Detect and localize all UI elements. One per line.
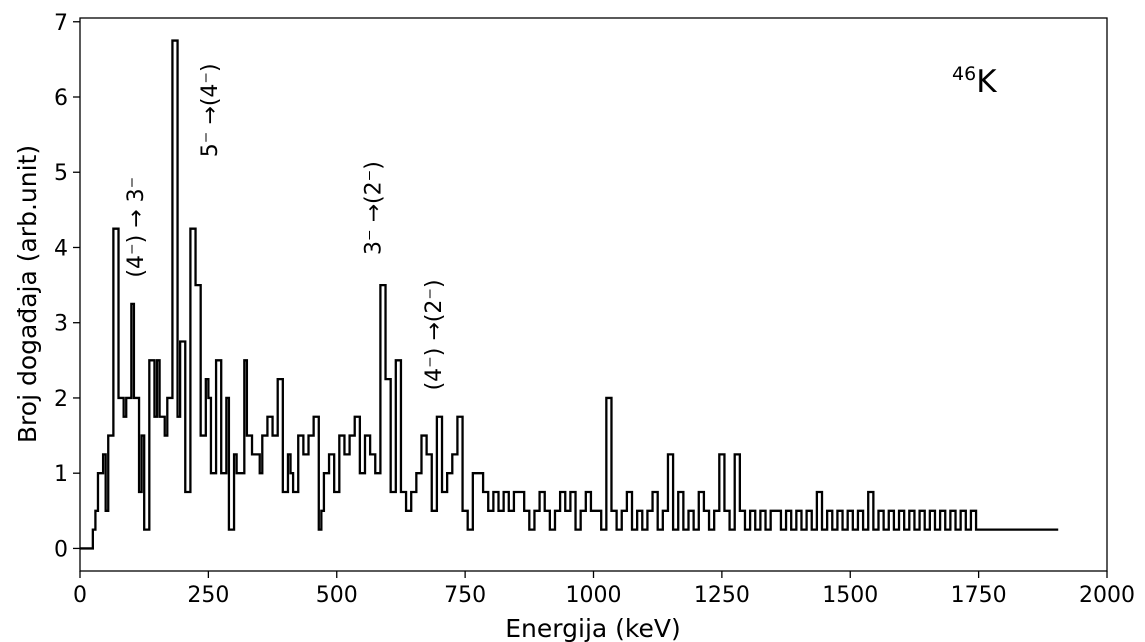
- transition-label: 5⁻ →(4⁻): [198, 63, 223, 157]
- x-tick-label: 1250: [694, 583, 750, 608]
- y-axis-label: Broj događaja (arb.unit): [13, 145, 42, 443]
- x-axis-ticks: 0 250 500 750 1000 1250 1500 1750 2000: [73, 571, 1135, 608]
- y-tick-label: 1: [54, 462, 68, 487]
- x-tick-label: 750: [444, 583, 486, 608]
- y-tick-label: 0: [54, 537, 68, 562]
- x-axis-label: Energija (keV): [505, 614, 680, 642]
- nucleus-mass-number: 46: [952, 63, 976, 85]
- nucleus-symbol: K: [976, 64, 997, 100]
- x-tick-label: 500: [316, 583, 358, 608]
- x-tick-label: 1750: [951, 583, 1007, 608]
- transition-label: 3⁻ →(2⁻): [361, 161, 386, 255]
- x-tick-label: 1500: [822, 583, 878, 608]
- x-tick-label: 0: [73, 583, 87, 608]
- nucleus-label: 46K: [952, 63, 997, 100]
- transition-annotations: (4⁻) → 3⁻ 5⁻ →(4⁻) 3⁻ →(2⁻) (4⁻) →(2⁻): [124, 63, 447, 390]
- y-tick-label: 7: [54, 11, 68, 36]
- y-tick-label: 2: [54, 387, 68, 412]
- y-tick-label: 5: [54, 161, 68, 186]
- histogram-step-line: [80, 39, 1059, 550]
- y-tick-label: 3: [54, 312, 68, 337]
- y-tick-label: 4: [54, 236, 68, 261]
- transition-label: (4⁻) →(2⁻): [422, 279, 447, 390]
- x-tick-label: 2000: [1079, 583, 1135, 608]
- x-tick-label: 1000: [566, 583, 622, 608]
- transition-label: (4⁻) → 3⁻: [124, 177, 149, 278]
- y-axis-ticks: 0 1 2 3 4 5 6 7: [54, 11, 80, 562]
- y-tick-label: 6: [54, 86, 68, 111]
- x-tick-label: 250: [187, 583, 229, 608]
